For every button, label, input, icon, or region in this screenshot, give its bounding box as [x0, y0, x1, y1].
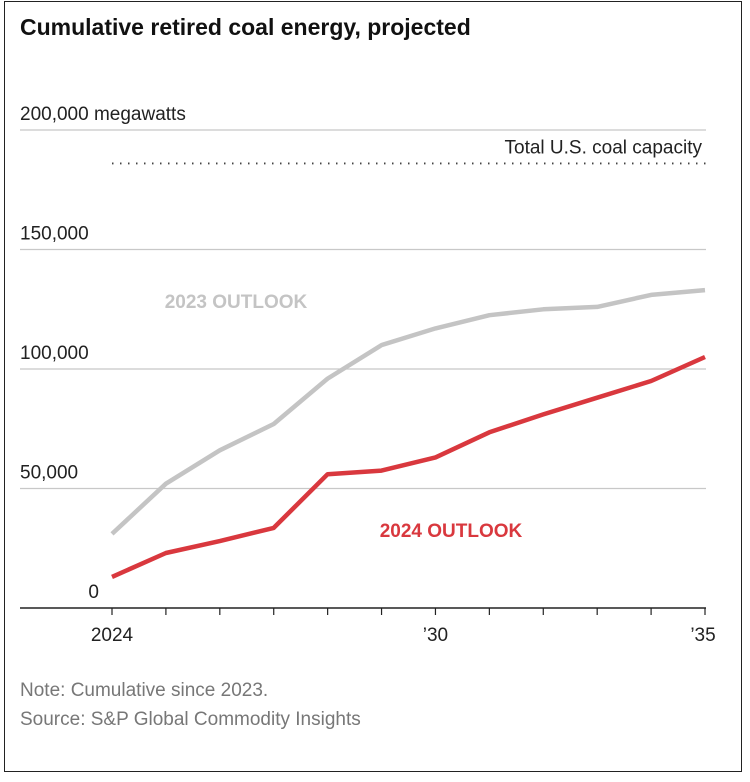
reference-line-label: Total U.S. coal capacity: [505, 137, 703, 158]
x-tick-label: ’30: [423, 625, 448, 646]
y-tick-label: 150,000: [20, 224, 89, 245]
x-tick-label: 2024: [91, 625, 134, 646]
chart-note: Note: Cumulative since 2023.: [20, 680, 269, 701]
y-tick-label: 50,000: [20, 463, 78, 484]
y-tick-label: 0: [88, 582, 99, 603]
y-tick-label: 100,000: [20, 343, 89, 364]
series-label-2: 2024 OUTLOOK: [380, 521, 523, 542]
series-label-1: 2023 OUTLOOK: [165, 292, 308, 313]
x-tick-label: ’35: [690, 625, 715, 646]
series-line-2: [111, 354, 706, 579]
series-line-1: [110, 287, 706, 536]
chart-source: Source: S&P Global Commodity Insights: [20, 709, 361, 730]
y-tick-label: 200,000 megawatts: [20, 104, 186, 125]
chart-title: Cumulative retired coal energy, projecte…: [20, 14, 471, 40]
